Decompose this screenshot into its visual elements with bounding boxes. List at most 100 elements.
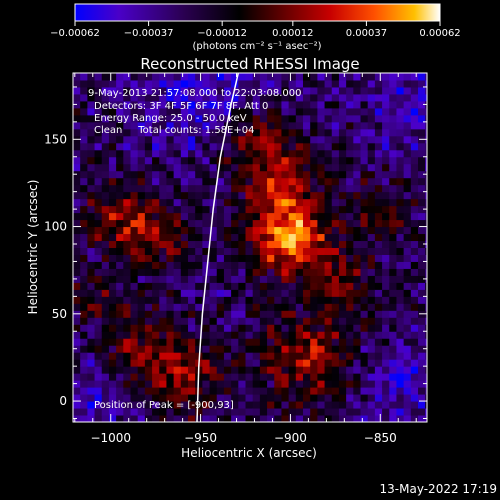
heatmap-cell bbox=[331, 359, 340, 367]
heatmap-cell bbox=[116, 73, 124, 81]
heatmap-cell bbox=[367, 373, 376, 381]
heatmap-cell bbox=[123, 240, 131, 248]
heatmap-cell bbox=[353, 107, 362, 116]
heatmap-cell bbox=[195, 401, 203, 409]
heatmap-cell bbox=[396, 135, 405, 144]
heatmap-cell bbox=[173, 373, 182, 381]
heatmap-cell bbox=[353, 121, 362, 130]
heatmap-cell bbox=[288, 205, 297, 214]
heatmap-cell bbox=[410, 366, 419, 374]
heatmap-cell bbox=[396, 100, 405, 109]
heatmap-cell bbox=[274, 254, 282, 262]
heatmap-cell bbox=[367, 100, 376, 109]
heatmap-cell bbox=[173, 135, 182, 144]
heatmap-cell bbox=[166, 233, 175, 242]
heatmap-cell bbox=[144, 212, 153, 221]
heatmap-cell bbox=[259, 156, 268, 165]
heatmap-cell bbox=[252, 345, 261, 353]
heatmap-cell bbox=[166, 408, 175, 416]
heatmap-cell bbox=[382, 380, 390, 388]
heatmap-cell bbox=[418, 247, 426, 255]
heatmap-cell bbox=[324, 73, 333, 81]
heatmap-cell bbox=[338, 352, 347, 360]
heatmap-cell bbox=[238, 282, 247, 290]
heatmap-cell bbox=[360, 254, 369, 262]
heatmap-cell bbox=[267, 359, 275, 367]
heatmap-cell bbox=[267, 408, 275, 416]
heatmap-cell bbox=[137, 373, 146, 381]
heatmap-cell bbox=[137, 100, 146, 109]
heatmap-cell bbox=[425, 128, 427, 137]
heatmap-cell bbox=[281, 170, 290, 179]
heatmap-cell bbox=[346, 324, 354, 332]
heatmap-cell bbox=[216, 317, 225, 325]
heatmap-cell bbox=[166, 415, 175, 422]
heatmap-cell bbox=[346, 268, 354, 276]
heatmap-cell bbox=[137, 254, 146, 262]
heatmap-cell bbox=[231, 156, 239, 165]
heatmap-cell bbox=[137, 177, 146, 186]
heatmap-cell bbox=[188, 303, 196, 311]
heatmap-cell bbox=[367, 338, 376, 346]
heatmap-cell bbox=[338, 226, 347, 235]
heatmap-cell bbox=[130, 226, 139, 235]
heatmap-cell bbox=[180, 310, 189, 318]
heatmap-cell bbox=[338, 205, 347, 214]
heatmap-cell bbox=[80, 128, 88, 137]
heatmap-cell bbox=[159, 289, 167, 297]
heatmap-cell bbox=[403, 114, 412, 123]
heatmap-cell bbox=[94, 198, 103, 207]
heatmap-cell bbox=[324, 254, 333, 262]
heatmap-cell bbox=[252, 177, 261, 186]
heatmap-cell bbox=[101, 338, 110, 346]
heatmap-cell bbox=[288, 107, 297, 116]
heatmap-cell bbox=[403, 170, 412, 179]
heatmap-cell bbox=[166, 149, 175, 158]
heatmap-cell bbox=[108, 128, 117, 137]
heatmap-cell bbox=[389, 100, 397, 109]
heatmap-cell bbox=[94, 107, 103, 116]
heatmap-cell bbox=[188, 170, 196, 179]
heatmap-cell bbox=[101, 282, 110, 290]
heatmap-cell bbox=[202, 380, 211, 388]
heatmap-cell bbox=[267, 79, 275, 88]
heatmap-cell bbox=[303, 345, 311, 353]
heatmap-cell bbox=[159, 380, 167, 388]
heatmap-cell bbox=[389, 163, 397, 172]
heatmap-cell bbox=[159, 275, 167, 283]
heatmap-cell bbox=[288, 233, 297, 242]
heatmap-cell bbox=[108, 191, 117, 200]
heatmap-cell bbox=[216, 107, 225, 116]
heatmap-cell bbox=[108, 268, 117, 276]
heatmap-cell bbox=[173, 408, 182, 416]
heatmap-cell bbox=[223, 184, 232, 193]
heatmap-cell bbox=[173, 317, 182, 325]
heatmap-cell bbox=[180, 79, 189, 88]
heatmap-cell bbox=[188, 261, 196, 269]
heatmap-cell bbox=[137, 394, 146, 402]
heatmap-cell bbox=[303, 408, 311, 416]
heatmap-cell bbox=[317, 268, 326, 276]
heatmap-cell bbox=[73, 226, 81, 235]
heatmap-cell bbox=[123, 394, 131, 402]
heatmap-cell bbox=[346, 191, 354, 200]
heatmap-cell bbox=[252, 373, 261, 381]
heatmap-cell bbox=[180, 373, 189, 381]
heatmap-cell bbox=[231, 338, 239, 346]
heatmap-cell bbox=[259, 345, 268, 353]
heatmap-cell bbox=[108, 401, 117, 409]
heatmap-cell bbox=[303, 359, 311, 367]
heatmap-cell bbox=[73, 317, 81, 325]
heatmap-cell bbox=[152, 352, 160, 360]
heatmap-cell bbox=[216, 296, 225, 304]
heatmap-cell bbox=[331, 184, 340, 193]
heatmap-cell bbox=[338, 128, 347, 137]
heatmap-cell bbox=[180, 163, 189, 172]
heatmap-cell bbox=[73, 261, 81, 269]
heatmap-cell bbox=[331, 352, 340, 360]
heatmap-cell bbox=[288, 135, 297, 144]
heatmap-cell bbox=[80, 296, 88, 304]
heatmap-cell bbox=[173, 177, 182, 186]
heatmap-cell bbox=[159, 219, 167, 228]
heatmap-cell bbox=[144, 380, 153, 388]
